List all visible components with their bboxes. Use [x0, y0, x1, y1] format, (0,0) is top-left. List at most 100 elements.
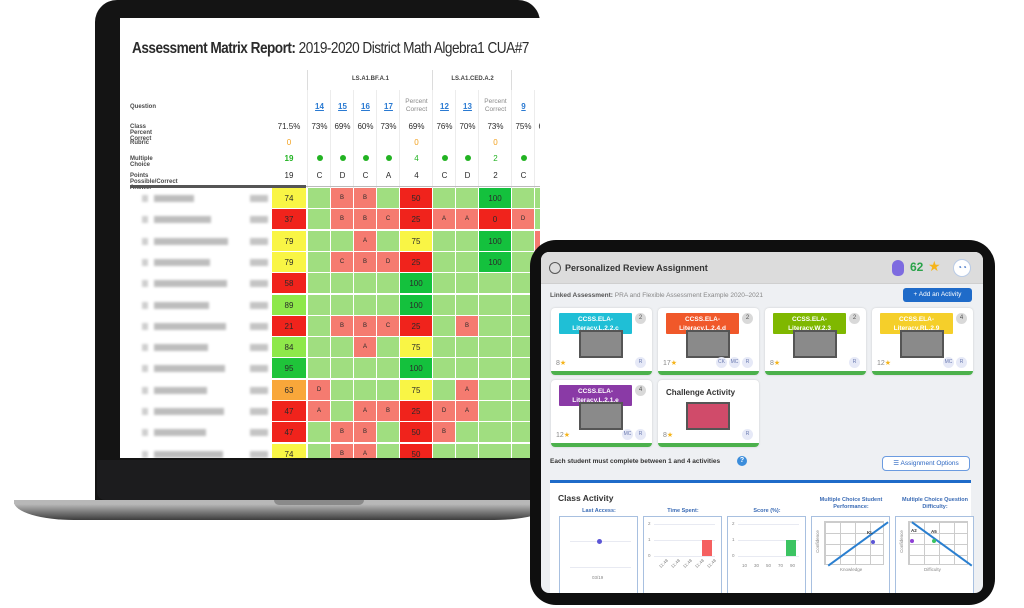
answer-cell: A — [354, 230, 376, 252]
question-percent: 68% — [535, 116, 540, 137]
add-activity-button[interactable]: + Add an Activity — [903, 288, 972, 302]
activity-card[interactable]: CCSS.ELA-Literacy.RL.2.9 4 12★ MC R — [872, 308, 973, 375]
data-point — [910, 539, 914, 543]
overall-class-percent: 71.5% — [277, 122, 301, 131]
pra-header: Personalized Review Assignment 62 ★ ◔◔ — [541, 252, 983, 284]
mini-chart-label: Score (%): — [753, 508, 781, 514]
answer-cell: A — [456, 209, 478, 231]
blur-block — [154, 429, 206, 437]
mc-indicator — [377, 148, 400, 169]
gridline — [654, 524, 715, 525]
student-name-blurred[interactable] — [130, 316, 272, 337]
answer-cell — [354, 358, 376, 380]
correct-answer: C — [441, 171, 448, 180]
star-count: 8★ — [770, 359, 780, 367]
standard-tag: CCSS.ELA-Literacy.RL.2.9 — [880, 313, 953, 334]
student-name-blurred[interactable] — [130, 380, 272, 401]
standard-score-cell — [479, 294, 511, 316]
blur-block — [142, 280, 148, 288]
correct-answer: A — [385, 171, 392, 180]
blur-block — [154, 280, 227, 288]
help-icon[interactable]: ? — [737, 456, 747, 466]
mini-chart: A2 A5 Confidence Difficulty — [895, 516, 974, 593]
answer-cell: A — [354, 337, 376, 359]
student-name-blurred[interactable] — [130, 209, 272, 230]
x-tick: 11:48 — [669, 557, 682, 570]
assignment-options-button[interactable]: ☰ Assignment Options — [882, 456, 970, 471]
activity-count-badge: 2 — [635, 313, 646, 324]
mc-dot-icon — [385, 155, 392, 161]
standard-header: LS.A1.IF.B.3 — [512, 76, 540, 82]
activity-card[interactable]: CCSS.ELA-Literacy.L.2.4.d 2 17★ CK MC R — [658, 308, 759, 375]
student-name-blurred[interactable] — [130, 422, 272, 443]
student-name-blurred[interactable] — [130, 337, 272, 358]
student-name-blurred[interactable] — [130, 252, 272, 273]
answer-cell — [308, 443, 330, 458]
question-link[interactable]: 15 — [338, 102, 347, 111]
student-name-blurred[interactable] — [130, 295, 272, 316]
correct-answer: C — [362, 171, 369, 180]
question-link[interactable]: 12 — [440, 102, 449, 111]
diagonal-line — [827, 521, 889, 567]
student-score: 74 — [272, 188, 306, 209]
student-name-blurred[interactable] — [130, 273, 272, 294]
activity-card[interactable]: CCSS.ELA-Literacy.L.2.1.e 4 12★ MC R — [551, 380, 652, 447]
point-label: A2 — [911, 528, 917, 533]
blur-block — [142, 301, 148, 309]
student-name-blurred[interactable] — [130, 231, 272, 252]
answer-cell — [433, 358, 455, 380]
question-header: 17 — [377, 96, 400, 117]
standard-score-cell: 100 — [479, 251, 511, 273]
standard-score-cell — [479, 379, 511, 401]
answer-cell: B — [354, 209, 376, 231]
question-link[interactable]: 16 — [361, 102, 370, 111]
glasses-toggle-button[interactable]: ◔◔ — [953, 259, 971, 277]
student-name-blurred[interactable] — [130, 444, 272, 458]
student-name-blurred[interactable] — [130, 188, 272, 209]
answer-cell: A — [456, 379, 478, 401]
star-count-value: 17 — [663, 360, 671, 367]
answer-cell — [512, 251, 534, 273]
activity-thumbnail — [686, 330, 730, 358]
mc-dot-icon — [441, 155, 448, 161]
answer-cell — [308, 273, 330, 295]
answer-cell — [308, 358, 330, 380]
question-percent: 70% — [459, 122, 476, 131]
question-link[interactable]: 14 — [315, 102, 324, 111]
row-label-question: Question — [130, 104, 157, 110]
answer-cell — [308, 209, 330, 231]
student-name-blurred[interactable] — [130, 358, 272, 379]
gridline — [570, 567, 631, 568]
overall-rubric: 0 — [286, 138, 292, 147]
answer-cell — [512, 401, 534, 422]
linked-assessment: Linked Assessment: PRA and Flexible Asse… — [550, 292, 763, 299]
question-link[interactable]: 9 — [521, 102, 526, 111]
card-progress-bar — [872, 371, 973, 375]
activity-type-badge: R — [849, 357, 860, 368]
x-tick: 90 — [790, 563, 796, 568]
activity-card[interactable]: CCSS.ELA-Literacy.L.2.2.c 2 8★ R — [551, 308, 652, 375]
linked-label: Linked Assessment: — [550, 292, 613, 299]
header-underline — [130, 185, 306, 188]
column-divider — [534, 90, 535, 188]
diagonal-line — [911, 521, 973, 567]
question-link[interactable]: 13 — [463, 102, 472, 111]
answer-cell — [456, 251, 478, 273]
answer-cell: C — [377, 315, 399, 337]
activity-card[interactable]: Challenge Activity 8★ R — [658, 380, 759, 447]
y-tick: 1 — [732, 537, 735, 542]
challenge-title: Challenge Activity — [666, 388, 736, 397]
answer-cell: B — [331, 315, 353, 337]
question-link[interactable]: 17 — [384, 102, 393, 111]
answer-cell — [456, 188, 478, 209]
activity-card[interactable]: CCSS.ELA-Literacy.W.2.3 2 8★ R — [765, 308, 866, 375]
x-tick: 70 — [778, 563, 784, 568]
standard-score-cell: 25 — [400, 209, 432, 231]
x-tick: 03/19 — [592, 575, 604, 580]
standard-score-cell: 50 — [400, 422, 432, 444]
answer-cell — [331, 337, 353, 359]
standard-points: 4 — [414, 171, 419, 180]
answer-cell — [456, 337, 478, 359]
answer-cell: C — [331, 251, 353, 273]
student-name-blurred[interactable] — [130, 401, 272, 422]
